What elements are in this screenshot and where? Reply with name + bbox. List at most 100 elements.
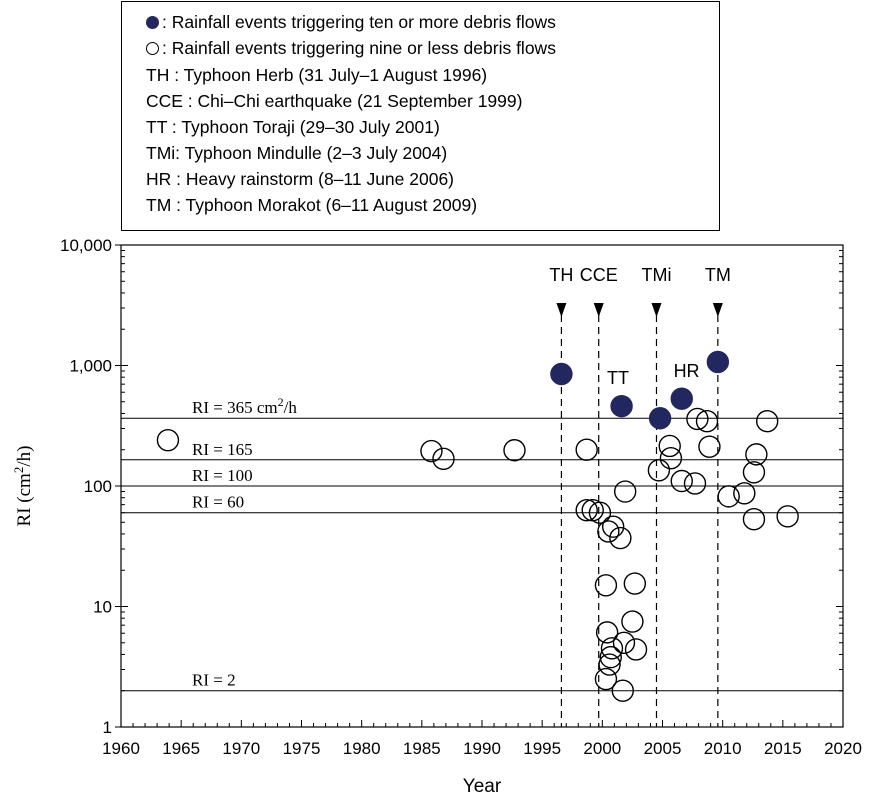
open-data-point	[612, 631, 636, 654]
data-points	[156, 350, 799, 702]
event-arrow-icon	[712, 303, 723, 317]
point-annotation: HR	[674, 361, 700, 381]
open-data-point	[717, 485, 740, 508]
y-axis-title-text: RI (cm	[14, 473, 35, 527]
open-data-point	[609, 526, 632, 550]
threshold-label-text: RI = 365 cm	[192, 398, 278, 417]
x-tick-label: 1990	[463, 739, 501, 758]
x-tick-label: 1995	[523, 739, 561, 758]
open-data-point	[503, 439, 526, 462]
y-axis-title-tail: /h)	[14, 446, 35, 467]
open-data-point	[647, 459, 671, 482]
threshold-label-tail: /h	[284, 398, 298, 417]
open-data-point	[594, 574, 618, 597]
open-circle-icon	[146, 42, 159, 55]
open-data-point	[686, 407, 709, 431]
y-axis-title: RI (cm2/h)	[11, 446, 36, 527]
x-tick-label: 1985	[403, 739, 441, 758]
open-data-point	[588, 501, 612, 524]
legend-filled-entry: : Rainfall events triggering ten or more…	[146, 12, 556, 32]
open-data-point	[432, 447, 455, 471]
event-label: TM	[705, 265, 731, 285]
point-annotation: TT	[607, 368, 629, 388]
open-data-point	[776, 505, 799, 528]
event-arrow-icon	[651, 303, 662, 317]
x-tick-label: 1965	[162, 739, 200, 758]
open-data-point	[601, 515, 625, 538]
threshold-label-sup: 2	[278, 395, 284, 409]
open-data-point	[600, 637, 624, 660]
open-data-point	[695, 409, 719, 433]
open-data-point	[733, 482, 756, 505]
filled-data-point	[550, 362, 573, 386]
legend-event-cce: CCE : Chi–Chi earthquake (21 September 1…	[146, 91, 523, 111]
x-tick-label: 1970	[222, 739, 260, 758]
threshold-lines	[121, 417, 843, 692]
axes	[115, 244, 844, 728]
x-tick-label: 2020	[824, 739, 862, 758]
open-data-point	[658, 434, 681, 458]
threshold-label: RI = 2	[192, 671, 236, 690]
event-label: TMi	[641, 265, 671, 285]
open-data-point	[742, 461, 766, 484]
open-data-point	[670, 469, 693, 493]
y-tick-label: 10,000	[60, 236, 112, 255]
legend-event-hr: HR : Heavy rainstorm (8–11 June 2006)	[146, 169, 455, 189]
x-axis-title: Year	[463, 776, 502, 797]
filled-circle-icon	[146, 16, 159, 29]
x-tick-label: 1980	[343, 739, 381, 758]
event-arrow-icon	[593, 303, 604, 317]
legend-open-entry: : Rainfall events triggering nine or les…	[146, 38, 556, 58]
open-data-point	[594, 667, 618, 691]
legend-open-label: : Rainfall events triggering nine or les…	[162, 38, 556, 58]
event-label: CCE	[580, 265, 618, 285]
open-data-point	[698, 435, 721, 458]
filled-data-point	[610, 394, 633, 418]
filled-data-point	[648, 407, 672, 430]
threshold-label: RI = 100	[192, 466, 253, 485]
open-data-point	[575, 438, 598, 461]
x-tick-label: 2015	[764, 739, 802, 758]
open-data-point	[613, 480, 637, 503]
open-data-point	[597, 520, 620, 543]
filled-data-point	[706, 350, 730, 374]
open-data-point	[624, 638, 648, 661]
x-tick-label: 2000	[583, 739, 621, 758]
threshold-label-text: RI = 165	[192, 440, 253, 459]
threshold-label-text: RI = 2	[192, 671, 236, 690]
open-data-point	[598, 653, 621, 676]
x-tick-label: 2005	[644, 739, 682, 758]
legend-event-tmi: TMi: Typhoon Mindulle (2–3 July 2004)	[146, 143, 448, 163]
open-data-point	[742, 508, 766, 531]
open-data-point	[611, 679, 634, 702]
open-data-point	[755, 409, 779, 433]
event-arrow-icon	[556, 303, 567, 317]
x-tick-label: 2010	[704, 739, 742, 758]
y-axis-title-sup: 2	[11, 467, 26, 474]
legend-filled-label: : Rainfall events triggering ten or more…	[162, 12, 556, 32]
threshold-label: RI = 165	[192, 440, 253, 459]
open-data-point	[595, 621, 619, 644]
threshold-label: RI = 60	[192, 493, 244, 512]
filled-data-point	[670, 387, 693, 410]
open-data-point	[156, 428, 180, 452]
open-data-point	[659, 447, 683, 470]
x-tick-label: 1960	[102, 739, 140, 758]
legend-box: : Rainfall events triggering ten or more…	[121, 1, 720, 231]
x-tick-label: 1975	[283, 739, 321, 758]
open-data-point	[599, 645, 622, 669]
y-tick-label: 1	[103, 718, 112, 737]
y-tick-label: 100	[84, 477, 112, 496]
event-markers	[556, 303, 723, 727]
legend-event-th: TH : Typhoon Herb (31 July–1 August 1996…	[146, 65, 488, 85]
legend-event-tm: TM : Typhoon Morakot (6–11 August 2009)	[146, 195, 478, 215]
legend-event-tt: TT : Typhoon Toraji (29–30 July 2001)	[146, 117, 440, 137]
event-label: TH	[549, 265, 573, 285]
open-data-point	[420, 439, 443, 463]
open-data-point	[575, 498, 598, 522]
threshold-label: RI = 365 cm2/h	[192, 395, 297, 417]
open-data-point	[683, 472, 707, 495]
open-data-point	[745, 443, 768, 466]
